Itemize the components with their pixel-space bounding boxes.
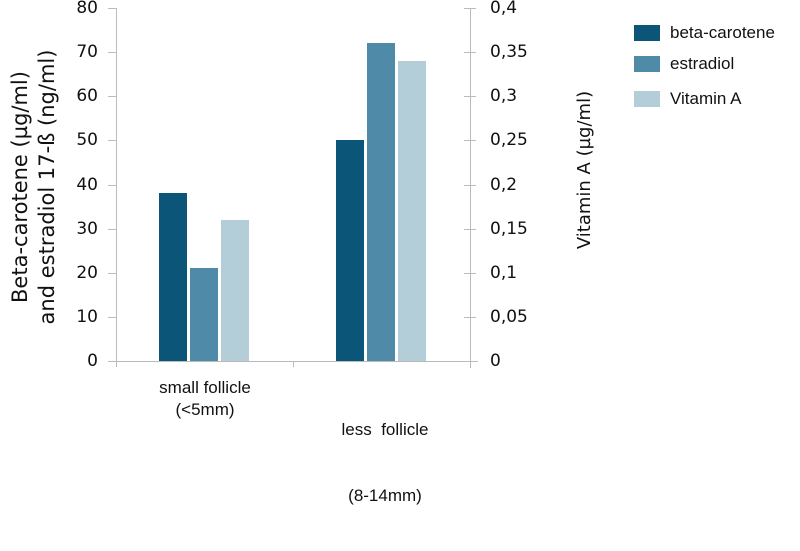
category-label-small-follicle: small follicle (<5mm) bbox=[120, 377, 290, 421]
left-y-tick-label: 80 bbox=[76, 0, 98, 18]
left-y-tick-label: 20 bbox=[76, 262, 98, 283]
left-y-tick-mark bbox=[108, 361, 117, 362]
right-axis-line bbox=[470, 8, 471, 368]
left-y-tick-mark bbox=[108, 228, 117, 230]
left-axis-title-line1: Beta-carotene (µg/ml) bbox=[8, 71, 32, 303]
right-y-tick-mark bbox=[464, 8, 476, 9]
left-y-tick-label: 30 bbox=[76, 218, 98, 239]
right-y-tick-mark bbox=[464, 361, 476, 362]
right-y-tick-label: 0,2 bbox=[490, 174, 518, 195]
left-axis-title-line2: and estradiol 17-ß (ng/ml) bbox=[35, 49, 59, 325]
category-line1: small follicle bbox=[159, 378, 251, 397]
right-y-tick-mark bbox=[464, 52, 476, 54]
left-y-tick-label: 0 bbox=[87, 351, 98, 371]
legend-label: beta-carotene bbox=[670, 23, 775, 42]
left-y-tick-mark bbox=[108, 140, 117, 142]
right-y-tick-label: 0,4 bbox=[490, 0, 518, 18]
left-y-tick-mark bbox=[108, 52, 117, 54]
right-axis-title: Vitamin A (µg/ml) bbox=[574, 90, 595, 250]
right-y-tick-label: 0,05 bbox=[490, 306, 528, 327]
bar-estradiol bbox=[367, 43, 395, 361]
legend-item-vitamin-a: Vitamin A bbox=[634, 89, 742, 109]
category-label-less-follicle: less follicle (8-14mm) bbox=[300, 375, 470, 551]
bar-estradiol bbox=[190, 268, 218, 361]
left-y-tick-mark bbox=[108, 96, 117, 98]
left-y-tick-label: 70 bbox=[76, 42, 98, 63]
left-y-tick-label: 50 bbox=[76, 130, 98, 151]
x-axis-tick bbox=[116, 361, 117, 367]
legend-swatch bbox=[634, 56, 660, 72]
category-line2: (8-14mm) bbox=[348, 486, 422, 505]
legend-label: Vitamin A bbox=[670, 89, 742, 108]
right-y-tick-label: 0,3 bbox=[490, 86, 518, 107]
bar-vitamin-a bbox=[221, 219, 249, 361]
bar-beta-carotene bbox=[336, 140, 364, 361]
left-y-tick-label: 10 bbox=[76, 306, 98, 327]
right-y-tick-label: 0,25 bbox=[490, 130, 528, 151]
left-y-tick-mark bbox=[108, 272, 117, 274]
legend-label: estradiol bbox=[670, 54, 735, 73]
left-y-tick-label: 40 bbox=[76, 174, 98, 195]
legend-swatch bbox=[634, 25, 660, 41]
right-y-tick-label: 0,1 bbox=[490, 262, 518, 283]
left-y-tick-mark bbox=[108, 316, 117, 318]
left-axis-title: Beta-carotene (µg/ml) and estradiol 17-ß… bbox=[7, 22, 61, 352]
bar-beta-carotene bbox=[159, 193, 187, 361]
right-y-tick-mark bbox=[464, 316, 476, 318]
category-line1: less follicle bbox=[341, 420, 429, 439]
right-y-tick-mark bbox=[464, 140, 476, 142]
bar-vitamin-a bbox=[398, 60, 426, 361]
left-y-tick-mark bbox=[108, 184, 117, 186]
right-y-tick-label: 0,15 bbox=[490, 218, 528, 239]
legend-item-beta-carotene: beta-carotene bbox=[634, 23, 775, 43]
left-y-tick-mark bbox=[108, 8, 117, 9]
right-y-tick-label: 0,35 bbox=[490, 42, 528, 63]
right-y-tick-mark bbox=[464, 272, 476, 274]
left-y-tick-label: 60 bbox=[76, 86, 98, 107]
x-axis-tick bbox=[293, 361, 294, 367]
right-y-tick-mark bbox=[464, 228, 476, 230]
right-y-tick-label: 0 bbox=[490, 351, 501, 371]
right-y-tick-mark bbox=[464, 96, 476, 98]
category-line2: (<5mm) bbox=[175, 400, 235, 419]
legend-item-estradiol: estradiol bbox=[634, 54, 734, 74]
right-y-tick-mark bbox=[464, 184, 476, 186]
legend-swatch bbox=[634, 91, 660, 107]
